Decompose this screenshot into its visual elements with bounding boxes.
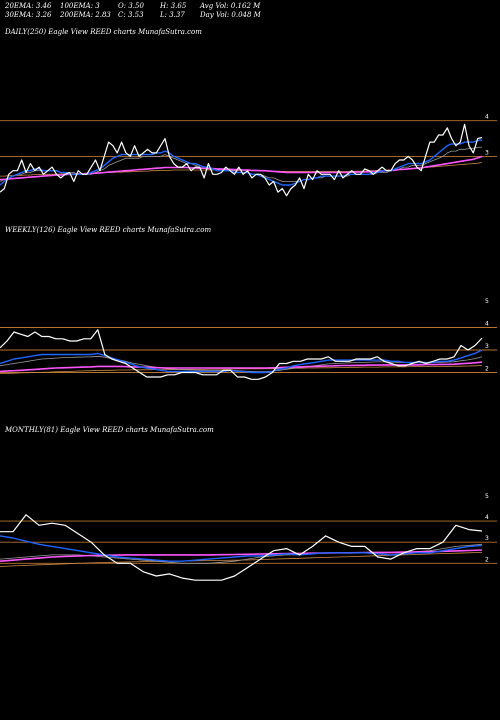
weekly-chart: 5 4 3 2 xyxy=(0,298,497,380)
stat-high: H: 3.65 xyxy=(160,2,187,10)
monthly-tick-label-5: 5 xyxy=(485,493,489,500)
daily-chart: 43 xyxy=(0,114,497,197)
weekly-tick-label-4: 4 xyxy=(485,321,489,328)
daily-tick-label-3: 3 xyxy=(485,149,489,156)
weekly-tick-label-2: 2 xyxy=(485,366,489,373)
monthly-tick-label-2: 2 xyxy=(485,556,489,563)
monthly-tick-label-4: 4 xyxy=(485,514,489,521)
stat-ema200: 200EMA: 2.83 xyxy=(60,11,111,19)
monthly-ema100-line xyxy=(0,549,483,562)
weekly-ema20-line xyxy=(0,349,483,374)
daily-ema100-line xyxy=(0,155,483,181)
stat-close: C: 3.53 xyxy=(118,11,144,19)
weekly-ema200-line xyxy=(0,365,483,374)
daily-price-line xyxy=(0,123,483,197)
weekly-price-line xyxy=(0,329,483,380)
monthly-price-line xyxy=(0,514,483,581)
stat-ema20: 20EMA: 3.46 xyxy=(5,2,52,10)
stat-low: L: 3.37 xyxy=(160,11,185,19)
stat-avg-vol: Avg Vol: 0.162 M xyxy=(200,2,261,10)
stat-ema100: 100EMA: 3 xyxy=(60,2,100,10)
monthly-tick-label-3: 3 xyxy=(485,535,489,542)
monthly-ema20-line xyxy=(0,535,483,562)
weekly-tick-label-3: 3 xyxy=(485,343,489,350)
daily-panel-title: DAILY(250) Eagle View REED charts Munafa… xyxy=(5,28,202,36)
weekly-tick-label-5: 5 xyxy=(485,298,489,305)
stat-open: O: 3.50 xyxy=(118,2,144,10)
stat-ema30: 30EMA: 3.26 xyxy=(5,11,52,19)
stat-day-vol: Day Vol: 0.048 M xyxy=(200,11,261,19)
daily-ema20-line xyxy=(0,139,483,186)
weekly-panel-title: WEEKLY(126) Eagle View REED charts Munaf… xyxy=(5,226,212,234)
weekly-ema100-line xyxy=(0,361,483,373)
daily-tick-label-4: 4 xyxy=(485,114,489,121)
monthly-panel-title: MONTHLY(81) Eagle View REED charts Munaf… xyxy=(5,426,214,434)
monthly-chart: 5 4 3 2 xyxy=(0,493,497,581)
